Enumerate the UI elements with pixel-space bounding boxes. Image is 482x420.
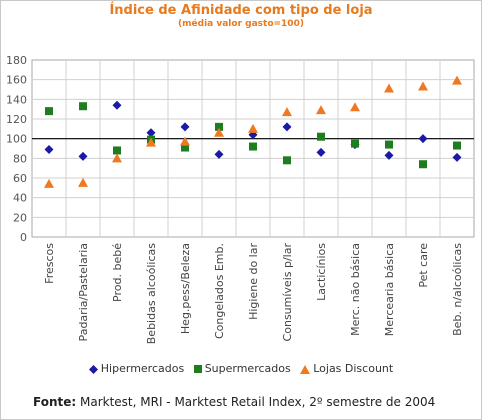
data-point-supermercados — [283, 156, 291, 165]
source-note: Fonte: Marktest, MRI - Marktest Retail I… — [33, 395, 435, 409]
data-point-lojas-discount — [282, 107, 292, 117]
x-tick-label: Prod. bebé — [111, 243, 124, 302]
data-point-supermercados — [79, 102, 87, 111]
legend-item-hipermercados: Hipermercados — [88, 362, 185, 375]
data-point-hipermercados — [282, 122, 292, 132]
data-point-hipermercados — [384, 150, 394, 160]
data-point-hipermercados — [44, 144, 54, 154]
data-point-lojas-discount — [78, 177, 88, 187]
data-point-hipermercados — [452, 152, 462, 162]
data-point-hipermercados — [78, 151, 88, 161]
data-point-hipermercados — [418, 134, 428, 144]
data-point-supermercados — [385, 140, 393, 149]
data-point-hipermercados — [180, 122, 190, 132]
x-tick-label: Heg.pess/Beleza — [179, 243, 192, 334]
data-point-supermercados — [317, 132, 325, 141]
x-tick-label: Congelados Emb. — [213, 243, 226, 339]
x-tick-label: Higiene do lar — [247, 243, 260, 320]
legend-item-supermercados: Supermercados — [193, 362, 291, 375]
data-point-supermercados — [45, 107, 53, 116]
data-point-hipermercados — [214, 149, 224, 159]
y-tick-label: 100 — [6, 133, 27, 146]
legend-label: Hipermercados — [100, 362, 185, 375]
y-tick-label: 180 — [6, 54, 27, 67]
x-tick-label: Merc. não básica — [349, 243, 362, 336]
y-tick-label: 20 — [13, 211, 27, 224]
y-tick-label: 160 — [6, 74, 27, 87]
legend-label: Lojas Discount — [313, 362, 394, 375]
chart-legend: Hipermercados Supermercados Lojas Discou… — [0, 362, 482, 375]
data-point-supermercados — [351, 139, 359, 148]
data-point-lojas-discount — [146, 137, 156, 147]
x-tick-label: Consumíveis p/lar — [281, 243, 294, 342]
data-point-supermercados — [113, 146, 121, 155]
data-point-lojas-discount — [452, 75, 462, 85]
data-point-lojas-discount — [418, 81, 428, 91]
y-tick-label: 140 — [6, 93, 27, 106]
x-tick-label: Padaria/Pastelaria — [77, 243, 90, 341]
data-point-lojas-discount — [214, 127, 224, 137]
data-point-supermercados — [181, 143, 189, 152]
x-tick-label: Mercearia básica — [383, 243, 396, 336]
x-tick-label: Bebidas alcoólicas — [145, 243, 158, 345]
data-point-lojas-discount — [44, 178, 54, 188]
x-tick-label: Beb. n/alcoólicas — [451, 243, 464, 336]
y-tick-label: 80 — [13, 152, 27, 165]
chart-subtitle: (média valor gasto=100) — [178, 19, 304, 29]
square-icon — [193, 365, 202, 373]
data-point-lojas-discount — [248, 123, 258, 133]
data-point-lojas-discount — [180, 136, 190, 146]
x-tick-label: Pet care — [417, 243, 430, 288]
x-tick-label: Frescos — [43, 243, 56, 284]
data-point-hipermercados — [112, 100, 122, 110]
data-point-lojas-discount — [316, 105, 326, 115]
x-tick-label: Lacticínios — [315, 243, 328, 301]
y-tick-label: 60 — [13, 172, 27, 185]
diamond-icon — [88, 364, 98, 374]
legend-label: Supermercados — [204, 362, 291, 375]
source-label: Fonte: — [33, 395, 77, 409]
data-point-lojas-discount — [384, 83, 394, 93]
data-point-lojas-discount — [350, 102, 360, 112]
data-point-hipermercados — [316, 147, 326, 157]
scatter-chart: 0 20 40 60 80 100 120 140 160 180 Frescos Padaria/P… — [6, 54, 475, 345]
triangle-icon — [300, 364, 311, 374]
legend-item-lojas-discount: Lojas Discount — [300, 362, 393, 375]
y-tick-label: 40 — [13, 192, 27, 205]
data-point-hipermercados — [146, 128, 156, 138]
source-text: Marktest, MRI - Marktest Retail Index, 2… — [76, 395, 436, 409]
data-point-supermercados — [419, 160, 427, 169]
data-point-supermercados — [453, 141, 461, 150]
data-point-supermercados — [249, 142, 257, 151]
data-point-supermercados — [215, 122, 223, 131]
y-tick-label: 120 — [6, 113, 27, 126]
chart-title: Índice de Afinidade com tipo de loja — [109, 3, 373, 18]
y-tick-label: 0 — [20, 231, 27, 244]
data-point-lojas-discount — [112, 153, 122, 163]
